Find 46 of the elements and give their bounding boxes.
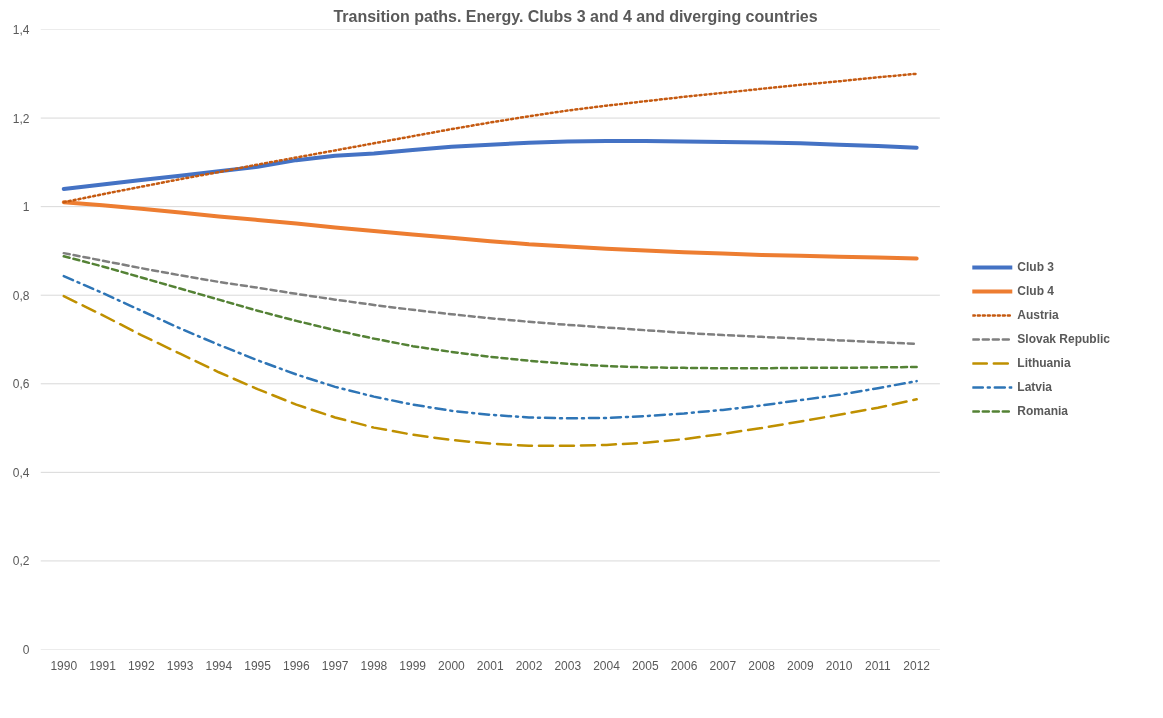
legend-label: Romania <box>1017 404 1068 418</box>
line-series <box>62 254 918 370</box>
y-tick-label: 0,2 <box>12 554 30 569</box>
x-tick-label: 1993 <box>166 658 194 673</box>
x-tick-label: 2012 <box>903 658 931 673</box>
line-series <box>62 274 918 420</box>
x-tick-label: 1998 <box>360 658 388 673</box>
legend-label: Lithuania <box>1017 356 1071 370</box>
legend-label: Latvia <box>1017 380 1052 394</box>
x-tick-label: 2004 <box>593 658 621 673</box>
line-series <box>61 139 919 191</box>
x-tick-label: 1999 <box>399 658 427 673</box>
legend-label: Club 4 <box>1017 284 1054 298</box>
x-tick-label: 1994 <box>205 658 233 673</box>
x-tick-label: 1992 <box>127 658 155 673</box>
x-tick-label: 1996 <box>283 658 311 673</box>
legend-label: Club 3 <box>1017 260 1054 274</box>
x-tick-label: 1995 <box>244 658 272 673</box>
legend-label: Slovak Republic <box>1017 332 1110 346</box>
x-tick-label: 2000 <box>438 658 466 673</box>
y-tick-label: 1,2 <box>12 111 30 126</box>
x-tick-label: 2003 <box>554 658 582 673</box>
y-tick-label: 0 <box>22 643 30 657</box>
x-tick-label: 1997 <box>321 658 349 673</box>
chart-title: Transition paths. Energy. Clubs 3 and 4 and diverging countries <box>333 7 818 25</box>
x-tick-label: 2002 <box>515 658 543 673</box>
x-tick-label: 2006 <box>670 658 698 673</box>
x-tick-label: 2009 <box>787 658 815 673</box>
y-tick-label: 0,6 <box>12 377 30 392</box>
x-tick-label: 2011 <box>864 658 892 673</box>
x-tick-label: 2010 <box>825 658 853 673</box>
line-series <box>62 72 918 204</box>
x-tick-label: 2005 <box>631 658 659 673</box>
legend-label: Austria <box>1017 308 1059 322</box>
y-tick-label: 1,4 <box>12 23 30 37</box>
y-tick-label: 1 <box>22 200 30 215</box>
x-tick-label: 2007 <box>709 658 737 673</box>
x-tick-label: 2008 <box>748 658 776 673</box>
x-tick-label: 1991 <box>89 658 117 673</box>
line-series <box>62 251 918 346</box>
y-tick-label: 0,8 <box>12 288 30 303</box>
x-tick-label: 1990 <box>50 658 78 673</box>
y-tick-label: 0,4 <box>12 465 30 480</box>
line-series <box>62 294 918 448</box>
x-tick-label: 2001 <box>476 658 504 673</box>
line-series <box>61 200 919 261</box>
